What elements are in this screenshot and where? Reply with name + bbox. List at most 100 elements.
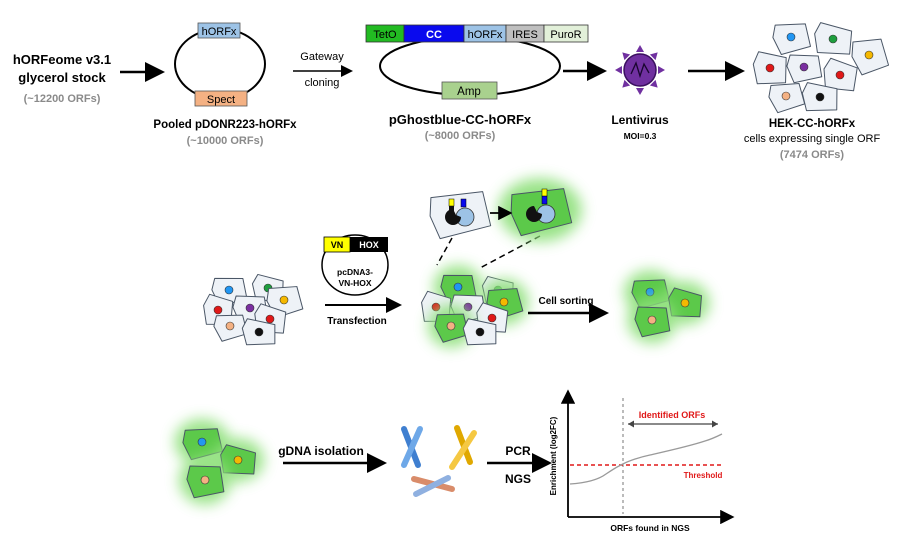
identified-label: Identified ORFs xyxy=(639,410,706,420)
cell-nucleus xyxy=(213,305,223,315)
cell-nucleus xyxy=(645,287,655,297)
cell-nucleus xyxy=(475,327,485,337)
cassette-label: hORFx xyxy=(468,29,503,41)
cell xyxy=(823,57,858,92)
virus-capsid xyxy=(623,53,657,87)
cell xyxy=(212,438,264,482)
cell-nucleus xyxy=(224,285,234,295)
cell xyxy=(627,296,677,344)
cell-nucleus xyxy=(225,321,235,331)
cell-nucleus xyxy=(680,298,690,308)
virus-spike xyxy=(615,66,622,74)
hek-cell-cluster xyxy=(752,22,890,114)
cell-nucleus xyxy=(265,314,275,324)
cells-count: (7474 ORFs) xyxy=(780,149,845,161)
enrichment-curve xyxy=(569,433,723,485)
donor-marker-box xyxy=(194,90,248,107)
enrichment-plot: Enrichment (log2FC) ORFs found in NGS Th… xyxy=(549,389,735,533)
chromatid xyxy=(449,430,477,470)
cassette-box xyxy=(543,24,589,43)
cell-nucleus xyxy=(463,302,473,312)
chromatid xyxy=(413,475,451,497)
plot-ylabel: Enrichment (log2FC) xyxy=(549,416,558,495)
pcr-label: PCR xyxy=(505,444,531,458)
cell xyxy=(851,38,890,76)
cell xyxy=(786,54,823,84)
cell-nucleus xyxy=(786,32,796,42)
amp-label: Amp xyxy=(457,86,481,98)
cell-nucleus xyxy=(446,321,456,331)
donor-insert-label: hORFx xyxy=(202,26,237,38)
cell xyxy=(241,318,276,346)
plasmid-name-line1: pcDNA3- xyxy=(337,267,373,277)
bifc-inset-fluorescent xyxy=(498,178,582,242)
sorted-cells-for-gdna xyxy=(174,418,264,505)
vn-label: VN xyxy=(331,240,344,250)
cassette-label: PuroR xyxy=(550,29,581,41)
bifc-hox-bar xyxy=(460,198,467,208)
bifc-vn-partner xyxy=(449,206,454,212)
bifc-insets xyxy=(429,178,582,242)
lentivirus-icon xyxy=(615,45,665,95)
virus-spike xyxy=(658,66,665,74)
cell-nucleus xyxy=(487,313,497,323)
expression-cassette: TetO CC hORFx IRES PuroR xyxy=(365,24,589,43)
cassette-label: CC xyxy=(426,29,442,41)
cell-nucleus xyxy=(197,437,207,447)
svg-text:glycerol stock: glycerol stock xyxy=(18,70,106,85)
amp-box xyxy=(441,81,498,100)
cell-nucleus xyxy=(499,297,509,307)
hox-label: HOX xyxy=(359,240,379,250)
destination-title: pGhostblue-CC-hORFx xyxy=(389,112,532,127)
donor-title: Pooled pDONR223-hORFx xyxy=(153,119,297,131)
virus-spike xyxy=(636,88,644,95)
chromosome xyxy=(449,425,477,470)
chromatid xyxy=(401,426,423,468)
donor-plasmid: hORFx Spect xyxy=(174,22,266,107)
transfected-cell-pool xyxy=(421,265,529,348)
sorting-label: Cell sorting xyxy=(538,296,593,307)
svg-text:hORFeome v3.1: hORFeome v3.1 xyxy=(13,52,111,67)
cells-title: HEK-CC-hORFx xyxy=(769,118,856,130)
virus-spike xyxy=(622,52,631,61)
cell-nucleus xyxy=(200,475,210,485)
cell-pool-before-transfection xyxy=(203,273,304,346)
cell-nucleus xyxy=(647,315,657,325)
transfection-label: Transfection xyxy=(327,316,386,327)
svg-text:(~12200 ORFs): (~12200 ORFs) xyxy=(24,93,101,105)
cell-nucleus xyxy=(279,295,289,305)
threshold-label: Threshold xyxy=(684,471,723,480)
hox-box xyxy=(350,237,388,252)
cell xyxy=(814,22,853,55)
cell xyxy=(179,455,231,505)
virus-spike xyxy=(636,45,644,52)
gateway-label: Gateway xyxy=(300,51,344,63)
cell-nucleus xyxy=(799,62,809,72)
plasmid-name-line2: VN-HOX xyxy=(338,278,371,288)
virus-spike xyxy=(622,79,631,88)
bifc-cc-domain xyxy=(445,209,461,225)
stock-label: hORFeome v3.1 glycerol stock (~12200 ORF… xyxy=(13,52,111,105)
donor-marker-label: Spect xyxy=(207,94,235,106)
zoom-line-right xyxy=(479,235,541,269)
chromosome xyxy=(411,475,455,497)
virus-spike xyxy=(649,52,658,61)
cell xyxy=(427,304,475,348)
cells-subtitle: cells expressing single ORF xyxy=(744,133,881,145)
cell xyxy=(213,314,248,342)
virus-genome xyxy=(630,61,650,79)
gdna-label: gDNA isolation xyxy=(278,444,364,458)
cell-nucleus xyxy=(765,63,775,73)
cell-nucleus xyxy=(815,92,825,102)
destination-plasmid: TetO CC hORFx IRES PuroR Amp xyxy=(365,24,589,100)
cell-nucleus xyxy=(781,91,791,101)
plot-xlabel: ORFs found in NGS xyxy=(610,523,690,533)
cell-nucleus xyxy=(245,303,255,313)
cell-nucleus xyxy=(828,34,838,44)
donor-count: (~10000 ORFs) xyxy=(187,135,264,147)
bifc-inset-nonfluorescent xyxy=(429,191,492,240)
bifc-hox-bar xyxy=(541,195,548,205)
bifc-vn-bar xyxy=(541,188,548,197)
